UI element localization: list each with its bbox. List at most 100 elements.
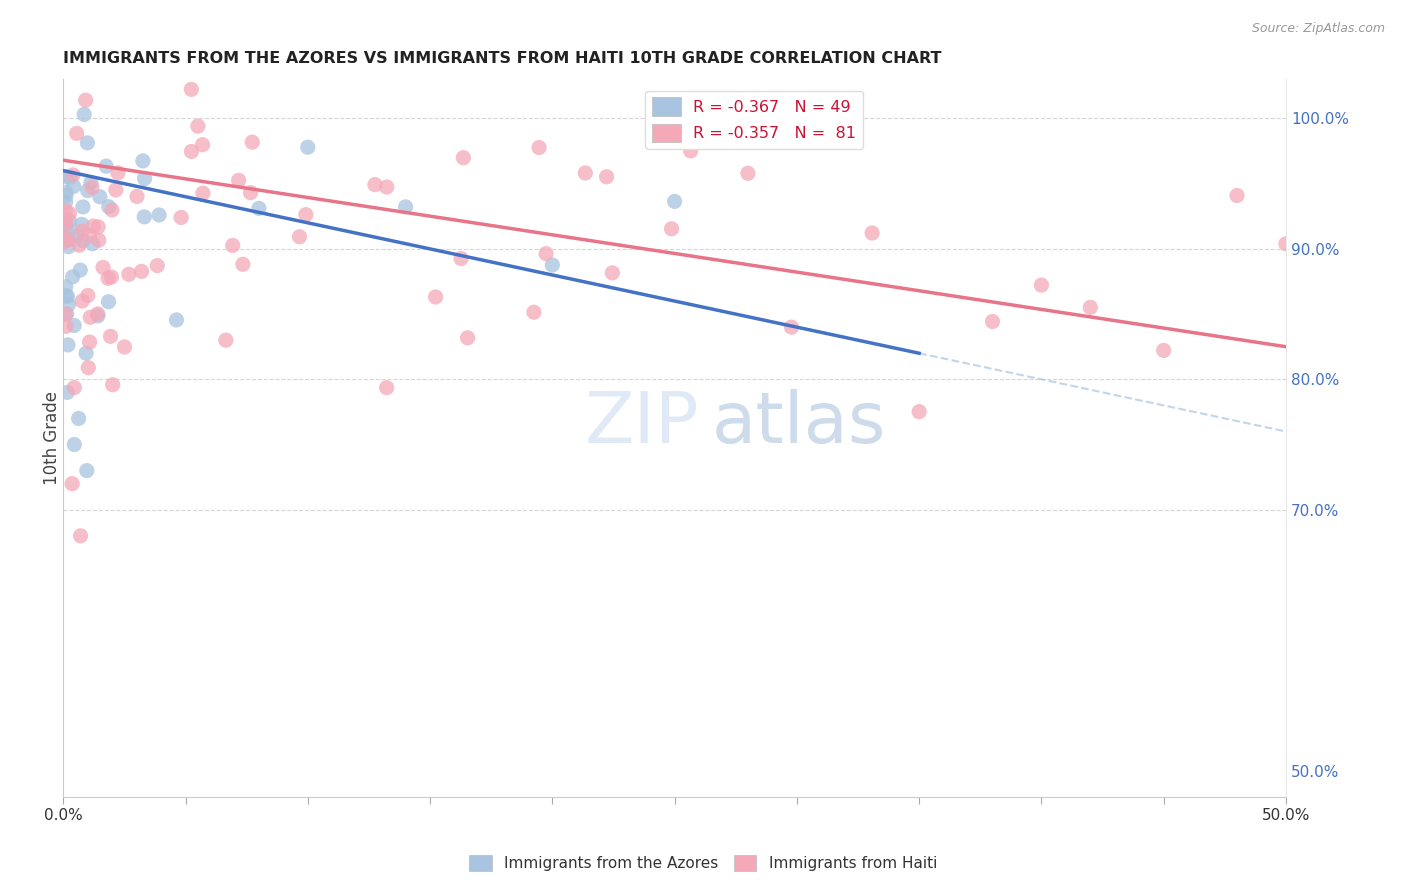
Point [375, 381, 398, 395]
Point [523, 305, 546, 319]
Point [835, 95, 858, 110]
Point [72, 234, 94, 248]
Point [62, 179, 84, 194]
Point [112, 340, 135, 354]
Point [170, 211, 193, 225]
Point [70, 224, 93, 238]
Point [101, 202, 124, 217]
Point [82, 236, 104, 251]
Text: atlas: atlas [711, 389, 886, 458]
Point [55, 218, 77, 232]
Point [56, 232, 79, 246]
Point [1078, 301, 1101, 315]
Point [679, 144, 702, 158]
Point [56, 338, 79, 352]
Point [87, 307, 110, 321]
Point [297, 140, 319, 154]
Point [76, 184, 98, 198]
Point [80, 180, 103, 194]
Point [79, 334, 101, 349]
Point [55, 307, 77, 321]
Point [77, 360, 100, 375]
Point [63, 318, 86, 333]
Text: ZIP: ZIP [585, 389, 699, 458]
Point [58, 297, 80, 311]
Text: IMMIGRANTS FROM THE AZORES VS IMMIGRANTS FROM HAITI 10TH GRADE CORRELATION CHART: IMMIGRANTS FROM THE AZORES VS IMMIGRANTS… [63, 51, 942, 66]
Point [97, 294, 120, 309]
Point [79, 228, 101, 243]
Point [96, 159, 118, 173]
Y-axis label: 10th Grade: 10th Grade [44, 391, 60, 485]
Point [981, 314, 1004, 328]
Point [87, 233, 110, 247]
Point [232, 257, 254, 271]
Point [55, 188, 77, 202]
Point [166, 313, 188, 327]
Legend: Immigrants from the Azores, Immigrants from Haiti: Immigrants from the Azores, Immigrants f… [463, 849, 943, 877]
Point [595, 169, 617, 184]
Point [541, 258, 564, 272]
Point [125, 189, 148, 203]
Point [180, 82, 202, 96]
Point [91, 260, 114, 275]
Point [82, 219, 104, 233]
Point [908, 405, 931, 419]
Point [97, 200, 120, 214]
Point [222, 238, 245, 252]
Point [70, 218, 93, 232]
Point [602, 266, 624, 280]
Point [58, 240, 80, 254]
Point [1031, 278, 1053, 293]
Legend: R = -0.367   N = 49, R = -0.357   N =  81: R = -0.367 N = 49, R = -0.357 N = 81 [645, 91, 863, 149]
Point [56, 289, 79, 303]
Point [76, 288, 98, 302]
Point [453, 151, 475, 165]
Point [148, 208, 170, 222]
Point [69, 263, 91, 277]
Point [55, 212, 77, 227]
Point [58, 206, 80, 220]
Point [66, 127, 89, 141]
Point [100, 329, 122, 343]
Point [240, 135, 263, 149]
Point [55, 235, 77, 249]
Point [676, 105, 699, 120]
Point [1153, 343, 1175, 358]
Point [180, 145, 202, 159]
Point [75, 93, 97, 107]
Point [187, 119, 209, 133]
Text: Source: ZipAtlas.com: Source: ZipAtlas.com [1251, 22, 1385, 36]
Point [56, 224, 79, 238]
Point [295, 208, 318, 222]
Point [65, 228, 87, 243]
Point [89, 190, 111, 204]
Point [73, 107, 96, 121]
Point [97, 271, 120, 285]
Point [104, 183, 127, 197]
Point [780, 320, 803, 334]
Point [375, 180, 398, 194]
Point [55, 195, 77, 210]
Point [55, 288, 77, 302]
Point [450, 252, 472, 266]
Point [62, 168, 84, 182]
Point [59, 170, 82, 185]
Point [394, 200, 416, 214]
Point [664, 194, 686, 209]
Point [191, 137, 214, 152]
Point [55, 203, 77, 218]
Point [80, 176, 103, 190]
Point [87, 309, 110, 323]
Point [134, 210, 156, 224]
Point [55, 319, 77, 334]
Point [737, 166, 759, 180]
Point [67, 411, 90, 425]
Point [63, 381, 86, 395]
Point [58, 233, 80, 247]
Point [75, 346, 97, 360]
Point [100, 270, 122, 285]
Point [55, 307, 77, 321]
Point [107, 166, 129, 180]
Point [72, 200, 94, 214]
Point [215, 333, 238, 347]
